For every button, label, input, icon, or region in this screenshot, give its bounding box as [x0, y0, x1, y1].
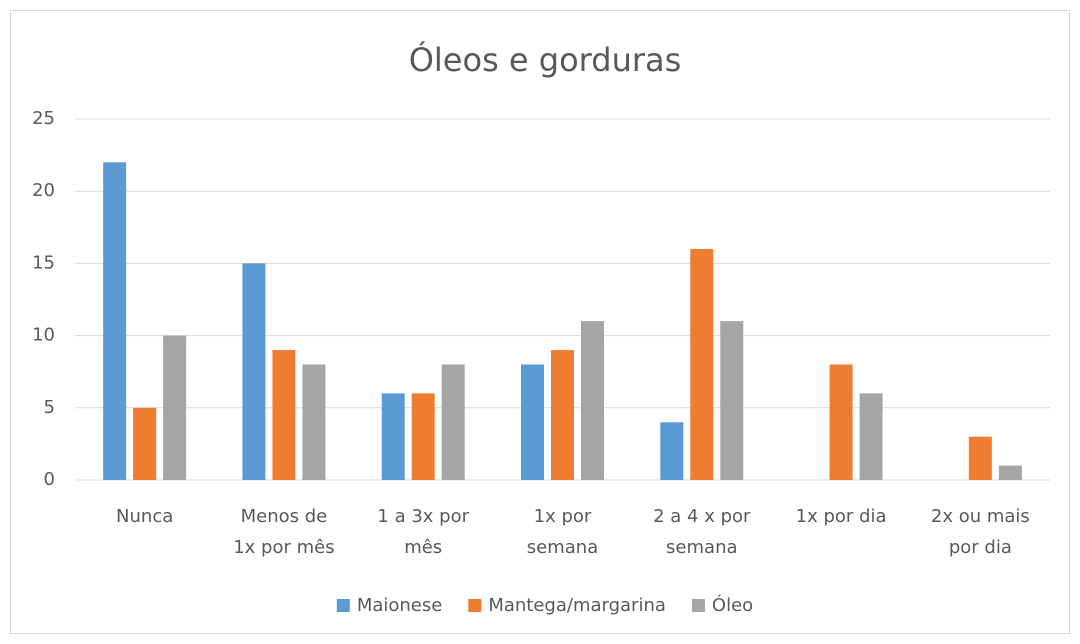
x-tick-label: Menos de 1x por mês: [233, 506, 334, 558]
legend-swatch: [691, 599, 705, 612]
y-tick-label: 5: [44, 397, 55, 418]
x-tick-label: Nunca: [116, 506, 173, 527]
bar: [690, 248, 714, 480]
chart-border: [10, 10, 1070, 634]
bar: [968, 436, 992, 480]
bar: [242, 263, 266, 480]
legend-swatch: [468, 599, 482, 612]
y-tick-label: 10: [32, 325, 55, 346]
legend-label: Maionese: [357, 595, 443, 616]
bar: [381, 393, 405, 480]
bar: [302, 364, 326, 480]
bar: [272, 350, 296, 480]
y-tick-label: 15: [32, 252, 55, 273]
legend-swatch: [336, 599, 350, 612]
bar: [660, 422, 684, 480]
legend-label: Óleo: [712, 594, 753, 616]
legend-label: Mantega/margarina: [488, 595, 666, 616]
x-tick-label: 2x ou mais por dia: [931, 506, 1030, 558]
bar: [163, 335, 187, 480]
x-tick-label: 1x por semana: [527, 506, 598, 558]
bar: [998, 465, 1022, 480]
bar: [859, 393, 883, 480]
bar: [581, 321, 604, 480]
bar: [521, 364, 544, 480]
y-tick-label: 0: [44, 469, 55, 490]
x-tick-label: 1 a 3x por mês: [377, 506, 469, 558]
x-tick-label: 1x por dia: [796, 506, 887, 527]
y-tick-label: 25: [32, 108, 55, 129]
bar: [551, 350, 574, 480]
bar: [720, 321, 744, 480]
bar: [829, 364, 853, 480]
chart-title: Óleos e gorduras: [409, 40, 682, 79]
y-tick-label: 20: [32, 180, 55, 201]
bar: [441, 364, 465, 480]
bar: [411, 393, 435, 480]
bar: [133, 407, 157, 480]
bar: [103, 162, 127, 480]
x-tick-label: 2 a 4 x por semana: [653, 506, 751, 558]
